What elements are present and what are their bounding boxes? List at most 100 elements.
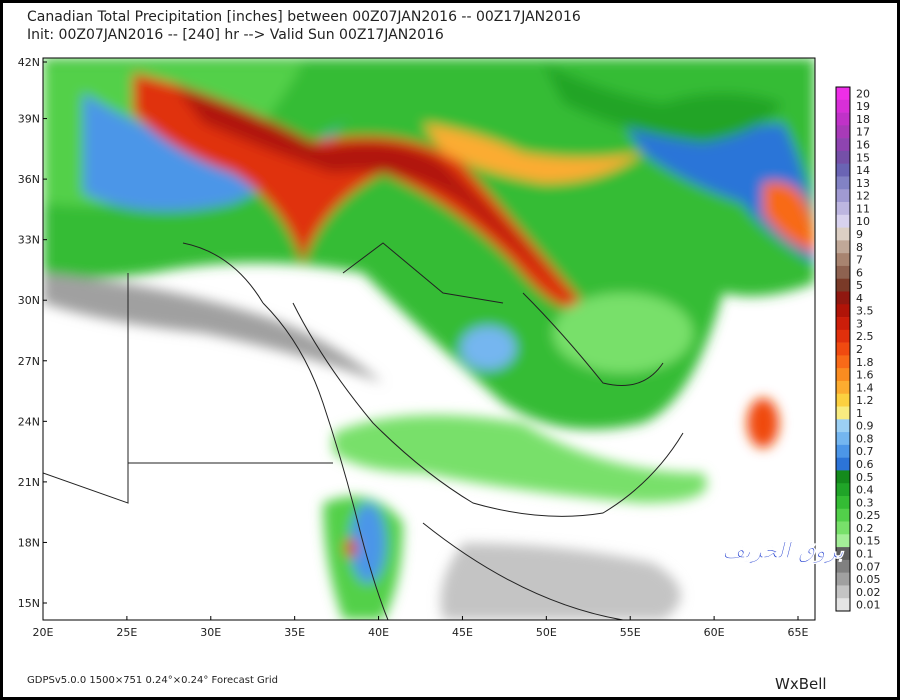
legend-label: 15	[856, 151, 870, 164]
legend-label: 1.6	[856, 369, 874, 382]
legend-swatch	[836, 457, 850, 471]
legend-swatch	[836, 368, 850, 382]
legend-label: 0.4	[856, 484, 874, 497]
legend-label: 0.2	[856, 522, 874, 535]
map-figure: Canadian Total Precipitation [inches] be…	[18, 9, 881, 693]
legend-label: 0.3	[856, 496, 874, 509]
lon-label: 50E	[536, 626, 557, 639]
legend-label: 3.5	[856, 305, 874, 318]
legend-label: 0.15	[856, 535, 881, 548]
legend-swatch	[836, 547, 850, 561]
legend-swatch	[836, 227, 850, 241]
legend-swatch	[836, 138, 850, 152]
legend-swatch	[836, 214, 850, 228]
legend-swatch	[836, 291, 850, 305]
legend-swatch	[836, 419, 850, 433]
legend-label: 0.01	[856, 599, 881, 612]
legend-swatch	[836, 87, 850, 101]
legend-swatch	[836, 265, 850, 280]
legend-label: 1	[856, 407, 863, 420]
lat-label: 15N	[18, 597, 40, 610]
legend-label: 16	[856, 139, 870, 152]
legend-label: 14	[856, 164, 870, 177]
lon-label: 55E	[620, 626, 641, 639]
lat-label: 42N	[18, 56, 40, 69]
lon-label: 45E	[452, 626, 473, 639]
legend-label: 6	[856, 266, 863, 279]
legend-swatch	[836, 317, 850, 331]
legend-label: 20	[856, 87, 870, 100]
legend-swatch	[836, 585, 850, 599]
legend-frame	[835, 86, 851, 612]
legend-label: 7	[856, 254, 863, 267]
lon-label: 20E	[33, 626, 54, 639]
legend-swatch	[836, 444, 850, 458]
legend-label: 0.8	[856, 432, 874, 445]
legend-label: 3	[856, 317, 863, 330]
legend-label: 0.1	[856, 547, 874, 560]
legend-swatch	[836, 99, 850, 113]
legend: 20191817161514131211109876543.532.521.81…	[835, 86, 881, 612]
legend-swatch	[836, 508, 850, 522]
legend-label: 13	[856, 177, 870, 190]
legend-label: 4	[856, 292, 863, 305]
legend-swatch	[836, 380, 850, 395]
legend-swatch	[836, 240, 850, 254]
legend-label: 5	[856, 279, 863, 292]
legend-label: 0.25	[856, 509, 881, 522]
legend-label: 11	[856, 202, 870, 215]
legend-label: 9	[856, 228, 863, 241]
lon-label: 30E	[200, 626, 221, 639]
legend-swatch	[836, 278, 850, 292]
legend-label: 0.6	[856, 458, 874, 471]
legend-swatch	[836, 329, 850, 343]
legend-swatch	[836, 534, 850, 548]
axes: 42N 39N 36N 33N 30N 27N 24N 21N 18N 15N 20E 25E 30E 3…	[18, 56, 809, 639]
lon-label: 60E	[704, 626, 725, 639]
map-frame	[42, 57, 816, 621]
lat-label: 18N	[18, 536, 40, 549]
legend-swatch	[836, 521, 850, 535]
lon-label: 40E	[368, 626, 389, 639]
legend-label: 1.4	[856, 381, 874, 394]
title: Canadian Total Precipitation [inches] be…	[27, 9, 581, 25]
lon-label: 35E	[284, 626, 305, 639]
legend-swatch	[836, 393, 850, 407]
legend-swatch	[836, 470, 850, 484]
legend-label: 10	[856, 215, 870, 228]
lon-label: 25E	[116, 626, 137, 639]
legend-swatch	[836, 483, 850, 497]
legend-label: 0.02	[856, 586, 881, 599]
legend-swatch	[836, 572, 850, 586]
legend-label: 0.5	[856, 471, 874, 484]
lat-label: 30N	[18, 294, 40, 307]
precip-field	[43, 58, 815, 620]
legend-label: 0.7	[856, 445, 874, 458]
legend-label: 0.05	[856, 573, 881, 586]
logo: WxBell	[775, 675, 827, 693]
legend-label: 1.8	[856, 356, 874, 369]
legend-swatch	[836, 559, 850, 573]
lat-label: 27N	[18, 355, 40, 368]
lat-label: 39N	[18, 113, 40, 126]
legend-swatch	[836, 112, 850, 126]
legend-swatch	[836, 189, 850, 203]
coastlines	[43, 242, 684, 620]
legend-swatch	[836, 355, 850, 369]
legend-swatch	[836, 432, 850, 446]
lat-label: 24N	[18, 415, 40, 428]
legend-swatch	[836, 495, 850, 510]
lon-label: 65E	[788, 626, 809, 639]
legend-label: 0.07	[856, 560, 881, 573]
legend-swatch	[836, 125, 850, 139]
legend-label: 2	[856, 343, 863, 356]
watermark: بروق الخريف	[722, 539, 845, 564]
legend-swatch	[836, 150, 850, 164]
legend-label: 2.5	[856, 330, 874, 343]
legend-swatch	[836, 176, 850, 190]
legend-swatch	[836, 342, 850, 356]
legend-swatch	[836, 304, 850, 318]
subtitle: Init: 00Z07JAN2016 -- [240] hr --> Valid…	[27, 27, 444, 43]
lat-label: 21N	[18, 476, 40, 489]
